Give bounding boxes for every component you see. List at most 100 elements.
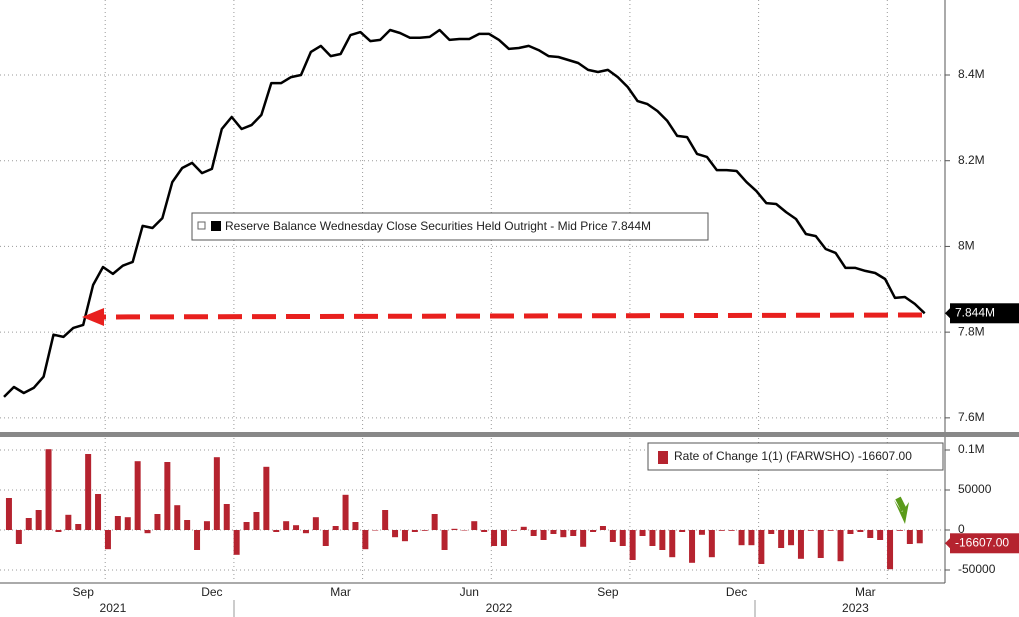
bar: [85, 454, 92, 530]
panel-divider: [0, 432, 1019, 437]
bar: [728, 530, 735, 531]
bar: [510, 530, 517, 531]
bar: [75, 524, 82, 530]
bar: [500, 530, 507, 546]
y-tick-label: 7.8M: [958, 324, 985, 338]
bar: [134, 461, 141, 530]
bar: [619, 530, 626, 546]
legend-label: Rate of Change 1(1) (FARWSHO): [674, 449, 855, 463]
bar: [580, 530, 587, 547]
bar: [807, 530, 814, 531]
bar: [342, 494, 349, 530]
bar: [184, 520, 191, 530]
x-tick-label: Dec: [201, 585, 222, 599]
level-arrow-head: [82, 308, 104, 326]
y-tick-label: 0.1M: [958, 442, 985, 456]
legend-text: Reserve Balance Wednesday Close Securiti…: [225, 219, 651, 233]
bar: [639, 530, 646, 536]
bar: [223, 504, 230, 530]
legend-toggle: [197, 221, 206, 230]
value-tag-label: -16607.00: [955, 535, 1009, 549]
bar: [698, 530, 705, 535]
bar: [164, 462, 171, 530]
bar: [154, 514, 161, 530]
y-tick-label: 50000: [958, 482, 992, 496]
level-arrow-shaft: [99, 312, 923, 320]
bar: [599, 526, 606, 530]
bar: [797, 530, 804, 559]
bar: [649, 530, 656, 546]
bar: [451, 528, 458, 530]
bar: [708, 530, 715, 558]
bar: [778, 530, 785, 548]
y-tick-label: 0: [958, 522, 965, 536]
bar: [461, 530, 468, 531]
bar: [293, 525, 300, 530]
bar: [827, 530, 834, 531]
pointer-arrow-shaft: [895, 496, 907, 512]
bottom-legend: Rate of Change 1(1) (FARWSHO) -16607.00: [647, 442, 944, 471]
bar: [35, 510, 42, 530]
bar: [896, 530, 903, 531]
bar: [906, 530, 913, 544]
x-year-label: 2023: [842, 601, 869, 615]
bar: [431, 514, 438, 530]
bar: [689, 530, 696, 563]
bar: [659, 530, 666, 550]
bar: [65, 514, 72, 530]
bar: [768, 530, 775, 534]
bar: [55, 530, 62, 532]
bar: [411, 530, 418, 532]
bar: [5, 498, 12, 530]
bar: [243, 522, 250, 530]
bar: [25, 518, 32, 530]
bar: [421, 530, 428, 531]
bar: [45, 449, 52, 530]
bar: [748, 530, 755, 546]
y-tick-label: 7.6M: [958, 410, 985, 424]
bar: [263, 466, 270, 530]
bar: [332, 526, 339, 530]
value-tag: [950, 533, 1019, 554]
bar: [629, 530, 636, 560]
bar: [520, 526, 527, 530]
legend-label: Reserve Balance Wednesday Close Securiti…: [225, 219, 608, 233]
bar: [491, 530, 498, 546]
bar: [114, 516, 121, 530]
bar: [322, 530, 329, 546]
bar: [867, 530, 874, 538]
legend-swatch: [211, 221, 221, 231]
x-year-label: 2021: [100, 601, 127, 615]
bar: [758, 530, 765, 564]
bar: [817, 530, 824, 558]
bar: [372, 530, 379, 531]
bar: [669, 530, 676, 558]
bar: [401, 530, 408, 542]
bar: [550, 530, 557, 534]
bar: [352, 522, 359, 530]
bar: [570, 530, 577, 536]
bar: [441, 530, 448, 550]
top-legend: Reserve Balance Wednesday Close Securiti…: [191, 212, 709, 241]
y-tick-label: 8M: [958, 239, 975, 253]
bar: [174, 505, 181, 530]
pointer-arrow: [894, 500, 909, 524]
legend-swatch: [658, 451, 668, 464]
bar: [788, 530, 795, 546]
bar: [857, 530, 864, 532]
x-tick-label: Jun: [460, 585, 479, 599]
bar: [530, 530, 537, 536]
bar: [609, 530, 616, 542]
bar: [847, 530, 854, 534]
value-tag-pointer: [945, 537, 951, 550]
x-year-label: 2022: [486, 601, 513, 615]
bar: [887, 530, 894, 570]
bar: [471, 521, 478, 530]
bar: [560, 530, 567, 538]
bar: [15, 530, 22, 544]
bar: [382, 510, 389, 530]
x-tick-label: Sep: [73, 585, 95, 599]
